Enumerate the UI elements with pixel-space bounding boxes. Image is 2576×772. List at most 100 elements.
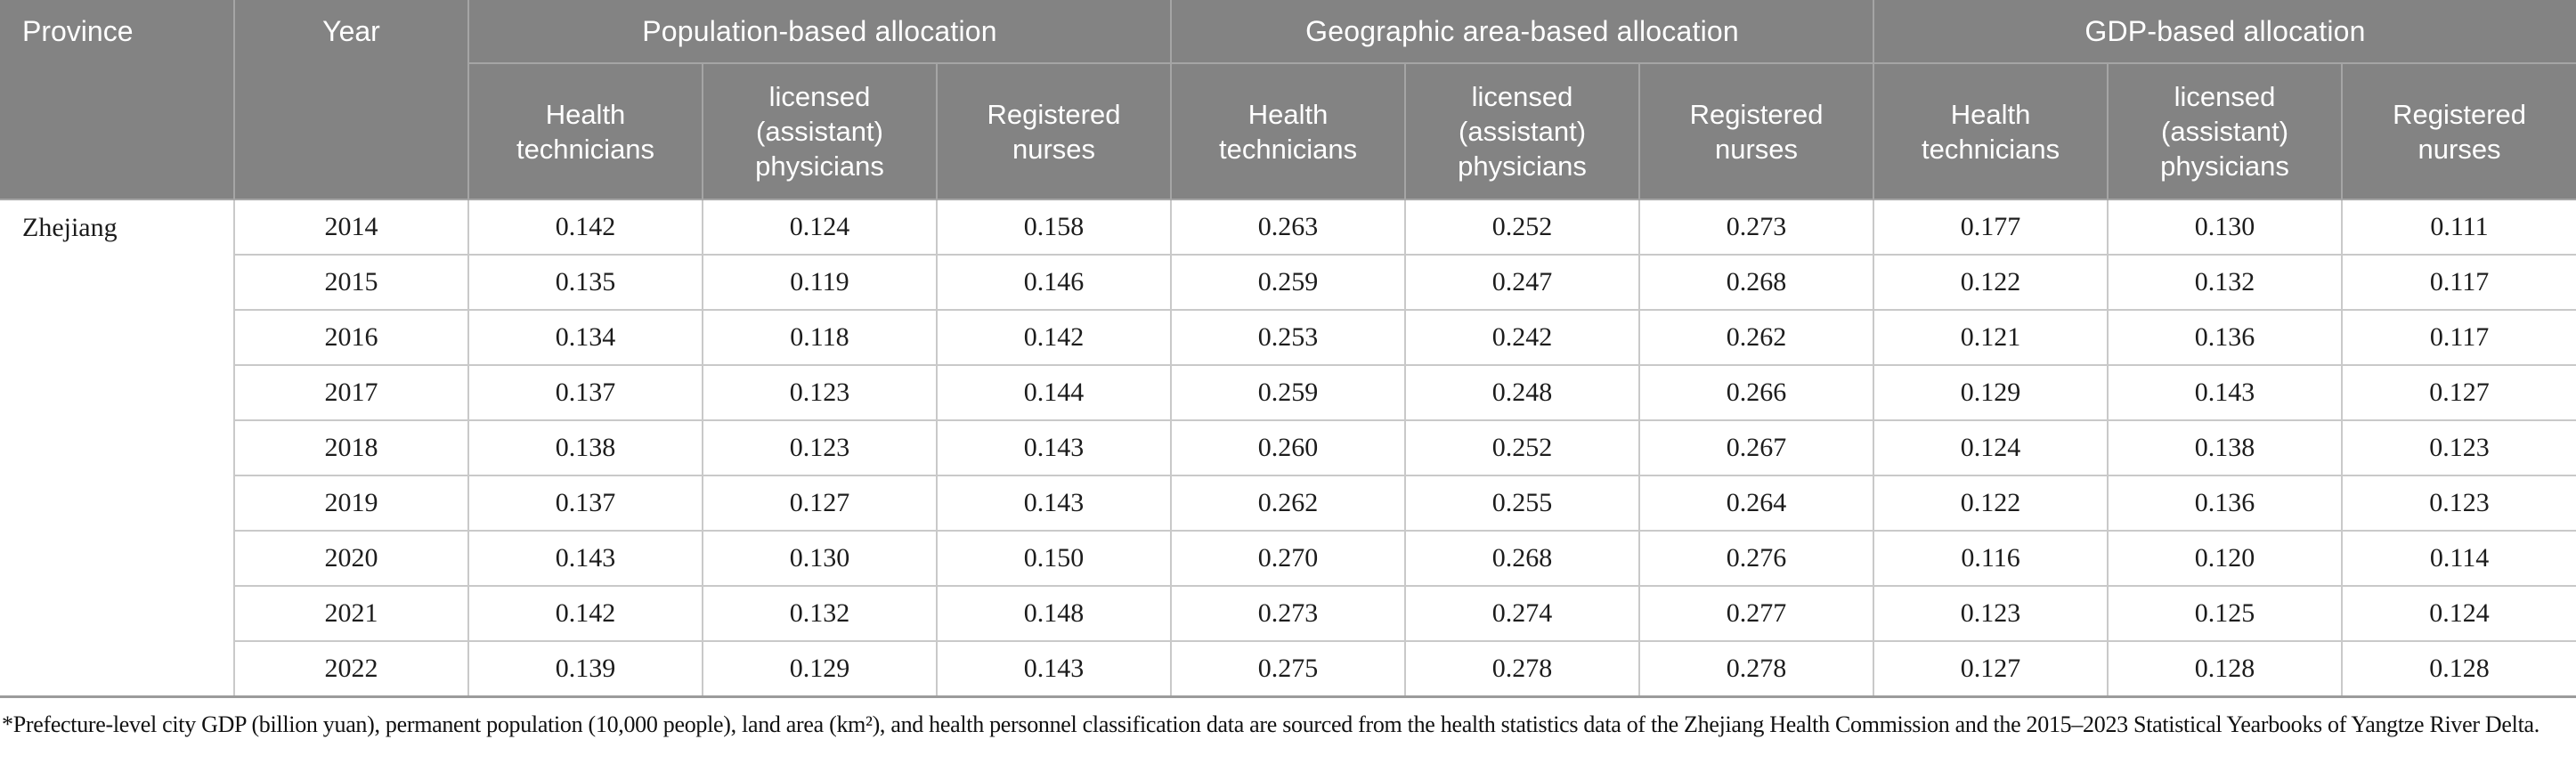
value-cell: 0.132: [702, 585, 938, 642]
value-cell: 0.130: [2107, 199, 2344, 256]
value-cell: 0.111: [2341, 199, 2576, 256]
subheader-health-technicians-population: Health technicians: [467, 62, 703, 200]
value-cell: 0.118: [702, 309, 938, 366]
sub-header-row: Health technicians licensed (assistant) …: [0, 62, 2576, 200]
subheader-licensed-physicians-gdp: licensed (assistant) physicians: [2107, 62, 2344, 200]
value-cell: 0.123: [2341, 419, 2576, 476]
value-cell: 0.177: [1873, 199, 2109, 256]
value-cell: 0.273: [1170, 585, 1407, 642]
value-cell: 0.137: [467, 475, 703, 532]
value-cell: 0.278: [1404, 640, 1641, 698]
value-cell: 0.123: [2341, 475, 2576, 532]
value-cell: 0.123: [702, 419, 938, 476]
table-row-2019: 2019 0.137 0.127 0.143 0.262 0.255 0.264…: [0, 475, 2576, 532]
value-cell: 0.158: [935, 199, 1173, 256]
value-cell: 0.123: [702, 364, 938, 421]
year-cell: 2014: [233, 199, 469, 256]
value-cell: 0.132: [2107, 254, 2344, 311]
value-cell: 0.146: [935, 254, 1173, 311]
subheader-registered-nurses-geographic: Registered nurses: [1638, 62, 1875, 200]
header-cell-province: Province: [0, 0, 235, 200]
value-cell: 0.127: [1873, 640, 2109, 698]
value-cell: 0.275: [1170, 640, 1407, 698]
value-cell: 0.260: [1170, 419, 1407, 476]
value-cell: 0.143: [935, 419, 1173, 476]
value-cell: 0.142: [467, 585, 703, 642]
value-cell: 0.136: [2107, 309, 2344, 366]
year-cell: 2017: [233, 364, 469, 421]
value-cell: 0.253: [1170, 309, 1407, 366]
value-cell: 0.142: [935, 309, 1173, 366]
value-cell: 0.143: [467, 530, 703, 587]
value-cell: 0.273: [1638, 199, 1875, 256]
value-cell: 0.242: [1404, 309, 1641, 366]
value-cell: 0.266: [1638, 364, 1875, 421]
table-header: Province Year Population-based allocatio…: [0, 0, 2576, 200]
subheader-registered-nurses-population: Registered nurses: [935, 62, 1173, 200]
value-cell: 0.268: [1638, 254, 1875, 311]
value-cell: 0.135: [467, 254, 703, 311]
year-cell: 2019: [233, 475, 469, 532]
value-cell: 0.137: [467, 364, 703, 421]
value-cell: 0.268: [1404, 530, 1641, 587]
group-header-population: Population-based allocation: [467, 0, 1173, 64]
value-cell: 0.136: [2107, 475, 2344, 532]
value-cell: 0.148: [935, 585, 1173, 642]
value-cell: 0.263: [1170, 199, 1407, 256]
header-cell-year: Year: [233, 0, 469, 200]
value-cell: 0.255: [1404, 475, 1641, 532]
value-cell: 0.143: [935, 640, 1173, 698]
value-cell: 0.117: [2341, 309, 2576, 366]
value-cell: 0.125: [2107, 585, 2344, 642]
subheader-licensed-physicians-population: licensed (assistant) physicians: [702, 62, 938, 200]
value-cell: 0.150: [935, 530, 1173, 587]
value-cell: 0.116: [1873, 530, 2109, 587]
province-cell: Zhejiang: [0, 199, 235, 698]
table-footnote: *Prefecture-level city GDP (billion yuan…: [2, 711, 2539, 737]
table-row-2014: Zhejiang 2014 0.142 0.124 0.158 0.263 0.…: [0, 199, 2576, 698]
allocation-table: Province Year Population-based allocatio…: [0, 0, 2576, 698]
value-cell: 0.114: [2341, 530, 2576, 587]
year-cell: 2018: [233, 419, 469, 476]
group-header-row: Province Year Population-based allocatio…: [0, 0, 2576, 200]
subheader-registered-nurses-gdp: Registered nurses: [2341, 62, 2576, 200]
value-cell: 0.134: [467, 309, 703, 366]
value-cell: 0.270: [1170, 530, 1407, 587]
value-cell: 0.122: [1873, 254, 2109, 311]
value-cell: 0.128: [2341, 640, 2576, 698]
value-cell: 0.143: [2107, 364, 2344, 421]
year-cell: 2016: [233, 309, 469, 366]
table-body: Zhejiang 2014 0.142 0.124 0.158 0.263 0.…: [0, 199, 2576, 698]
value-cell: 0.127: [702, 475, 938, 532]
year-cell: 2022: [233, 640, 469, 698]
value-cell: 0.129: [1873, 364, 2109, 421]
value-cell: 0.124: [1873, 419, 2109, 476]
group-header-gdp: GDP-based allocation: [1873, 0, 2576, 64]
value-cell: 0.264: [1638, 475, 1875, 532]
year-cell: 2020: [233, 530, 469, 587]
value-cell: 0.138: [2107, 419, 2344, 476]
subheader-health-technicians-geographic: Health technicians: [1170, 62, 1407, 200]
value-cell: 0.139: [467, 640, 703, 698]
value-cell: 0.121: [1873, 309, 2109, 366]
value-cell: 0.262: [1170, 475, 1407, 532]
table-row-2022: 2022 0.139 0.129 0.143 0.275 0.278 0.278…: [0, 640, 2576, 698]
value-cell: 0.267: [1638, 419, 1875, 476]
value-cell: 0.274: [1404, 585, 1641, 642]
value-cell: 0.248: [1404, 364, 1641, 421]
value-cell: 0.127: [2341, 364, 2576, 421]
value-cell: 0.262: [1638, 309, 1875, 366]
value-cell: 0.259: [1170, 364, 1407, 421]
value-cell: 0.259: [1170, 254, 1407, 311]
value-cell: 0.124: [702, 199, 938, 256]
value-cell: 0.252: [1404, 419, 1641, 476]
value-cell: 0.124: [2341, 585, 2576, 642]
value-cell: 0.128: [2107, 640, 2344, 698]
value-cell: 0.278: [1638, 640, 1875, 698]
value-cell: 0.120: [2107, 530, 2344, 587]
subheader-licensed-physicians-geographic: licensed (assistant) physicians: [1404, 62, 1641, 200]
value-cell: 0.142: [467, 199, 703, 256]
group-header-geographic: Geographic area-based allocation: [1170, 0, 1875, 64]
table-row-2020: 2020 0.143 0.130 0.150 0.270 0.268 0.276…: [0, 530, 2576, 587]
value-cell: 0.144: [935, 364, 1173, 421]
